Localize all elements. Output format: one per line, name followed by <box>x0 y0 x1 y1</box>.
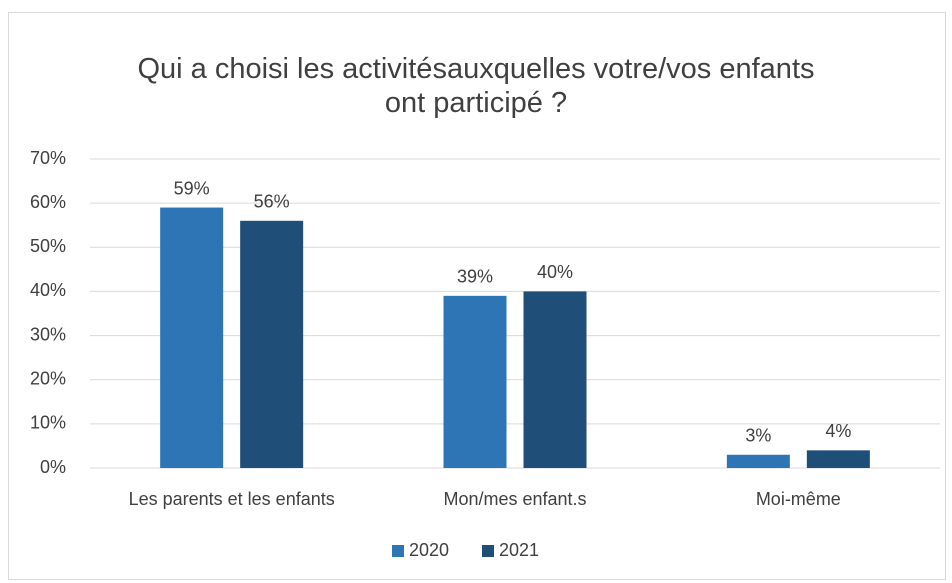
x-tick-label: Mon/mes enfant.s <box>443 489 586 509</box>
data-label: 40% <box>537 262 573 282</box>
x-tick-label: Moi-même <box>756 489 841 509</box>
y-tick-label: 10% <box>30 413 66 433</box>
chart-title: Qui a choisi les activitésauxquelles vot… <box>137 53 815 119</box>
bar <box>806 450 870 468</box>
data-label: 39% <box>457 267 493 287</box>
y-tick-label: 60% <box>30 192 66 212</box>
data-label: 4% <box>825 421 851 441</box>
data-label: 59% <box>174 178 210 198</box>
y-tick-label: 20% <box>30 368 66 388</box>
y-tick-label: 40% <box>30 280 66 300</box>
legend-label: 2020 <box>409 540 449 560</box>
bar <box>726 454 790 468</box>
y-tick-label: 70% <box>30 148 66 168</box>
bar <box>240 220 304 468</box>
bar <box>443 295 507 468</box>
legend-swatch <box>482 545 494 557</box>
data-label: 3% <box>745 426 771 446</box>
legend-swatch <box>392 545 404 557</box>
y-tick-label: 50% <box>30 236 66 256</box>
y-tick-label: 0% <box>40 457 66 477</box>
data-label: 56% <box>254 192 290 212</box>
y-tick-label: 30% <box>30 324 66 344</box>
bar <box>523 291 587 468</box>
bar <box>160 207 224 469</box>
x-tick-label: Les parents et les enfants <box>129 489 335 509</box>
legend-label: 2021 <box>499 540 539 560</box>
